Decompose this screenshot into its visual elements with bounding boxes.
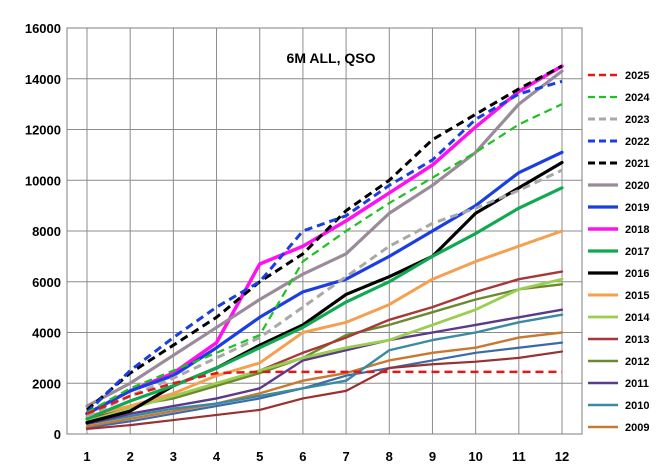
x-tick-label: 1 bbox=[83, 449, 90, 464]
series-line-2020 bbox=[85, 69, 564, 408]
series-line-2011 bbox=[85, 308, 564, 426]
series-line-2019 bbox=[85, 150, 564, 416]
x-tick-label: 4 bbox=[213, 449, 221, 464]
series-line-2025 bbox=[86, 370, 562, 415]
legend-label: 2020 bbox=[625, 180, 649, 192]
legend-label: 2013 bbox=[625, 334, 649, 346]
legend-label: 2009 bbox=[625, 422, 649, 434]
legend-label: 2018 bbox=[625, 224, 649, 236]
legend-label: 2016 bbox=[625, 268, 649, 280]
legend-label: 2017 bbox=[625, 246, 649, 258]
legend-label: 2012 bbox=[625, 356, 649, 368]
legend-label: 2022 bbox=[625, 136, 649, 148]
legend-label: 2014 bbox=[625, 312, 650, 324]
legend-label: 2010 bbox=[625, 400, 649, 412]
x-tick-label: 12 bbox=[555, 449, 569, 464]
legend-label: 2011 bbox=[625, 378, 649, 390]
series-line-2014 bbox=[85, 277, 564, 423]
x-tick-label: 9 bbox=[429, 449, 436, 464]
y-tick-label: 12000 bbox=[25, 123, 61, 138]
x-tick-label: 11 bbox=[512, 449, 526, 464]
x-tick-label: 6 bbox=[299, 449, 306, 464]
chart-title: 6M ALL, QSO bbox=[287, 50, 376, 66]
legend-label: 2024 bbox=[625, 92, 650, 104]
y-tick-label: 4000 bbox=[32, 326, 61, 341]
series-line-2015 bbox=[85, 229, 564, 418]
series-layer bbox=[85, 64, 564, 431]
x-tick-label: 8 bbox=[386, 449, 393, 464]
legend-label: 2015 bbox=[625, 290, 649, 302]
series-line-2024 bbox=[86, 103, 563, 414]
x-tick-label: 3 bbox=[170, 449, 177, 464]
legend-label: 2025 bbox=[625, 70, 649, 82]
y-tick-label: 10000 bbox=[25, 173, 61, 188]
y-tick-label: 8000 bbox=[32, 224, 61, 239]
plot-area-frame bbox=[66, 27, 583, 435]
legend-label: 2019 bbox=[625, 202, 649, 214]
series-line-unlabeled-17 bbox=[85, 350, 564, 431]
series-line-2022 bbox=[85, 79, 563, 414]
x-tick-label: 7 bbox=[342, 449, 349, 464]
series-line-2018 bbox=[85, 64, 564, 416]
y-tick-label: 16000 bbox=[25, 21, 61, 36]
x-tick-label: 2 bbox=[127, 449, 134, 464]
legend: 2025 2024 2023 2022 2021 2020 2019 2018 2017 2016… bbox=[588, 70, 650, 434]
series-line-unlabeled-18 bbox=[85, 341, 564, 429]
y-tick-label: 0 bbox=[54, 427, 61, 442]
series-line-2010 bbox=[85, 313, 564, 426]
x-tick-label: 5 bbox=[256, 449, 263, 464]
legend-label: 2021 bbox=[625, 158, 649, 170]
series-line-2017 bbox=[85, 186, 564, 421]
legend-label: 2023 bbox=[625, 114, 649, 126]
series-line-2009 bbox=[85, 331, 564, 428]
series-line-2021 bbox=[86, 64, 563, 412]
x-tick-label: 10 bbox=[468, 449, 482, 464]
y-tick-label: 14000 bbox=[25, 72, 61, 87]
y-tick-label: 2000 bbox=[32, 376, 61, 391]
y-tick-label: 6000 bbox=[32, 275, 61, 290]
